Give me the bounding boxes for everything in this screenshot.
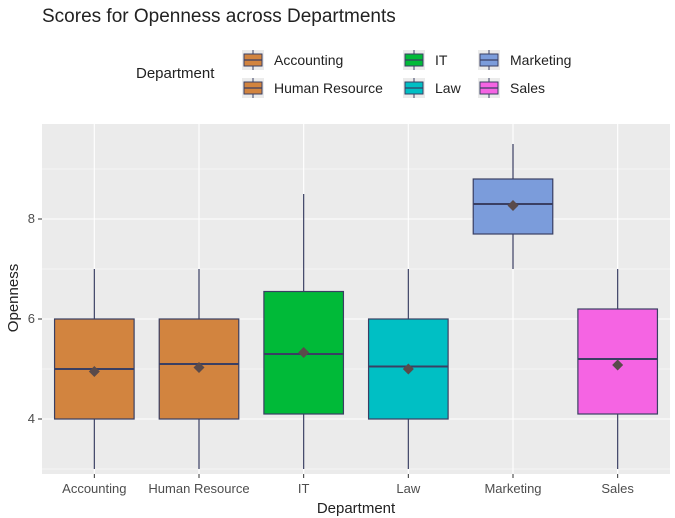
y-tick-label: 6 bbox=[28, 311, 35, 326]
legend-label: Human Resource bbox=[274, 80, 383, 96]
mean-marker bbox=[298, 347, 310, 358]
mean-marker bbox=[88, 366, 100, 377]
box-body bbox=[472, 178, 554, 235]
x-tick-label: IT bbox=[298, 481, 310, 496]
legend-label: Accounting bbox=[274, 52, 343, 68]
y-axis-title: Openness bbox=[5, 264, 22, 332]
box-sales bbox=[577, 269, 659, 469]
y-tick-label: 8 bbox=[28, 211, 35, 226]
legend-label: Marketing bbox=[510, 52, 571, 68]
legend-item-law: Law bbox=[403, 78, 462, 98]
x-tick-label: Law bbox=[396, 481, 420, 496]
legend-item-accounting: Accounting bbox=[242, 50, 343, 70]
x-tick-label: Marketing bbox=[484, 481, 541, 496]
box-accounting bbox=[53, 269, 135, 469]
chart-title: Scores for Openness across Departments bbox=[42, 6, 396, 27]
box-series bbox=[53, 144, 659, 469]
x-tick-label: Sales bbox=[601, 481, 634, 496]
legend-item-marketing: Marketing bbox=[478, 50, 571, 70]
legend-title: Department bbox=[136, 65, 215, 82]
mean-marker bbox=[402, 363, 414, 375]
box-human-resource bbox=[158, 269, 240, 469]
box-law bbox=[367, 269, 449, 469]
legend-item-sales: Sales bbox=[478, 78, 545, 98]
legend-label: Law bbox=[435, 80, 462, 96]
plot-panel bbox=[42, 124, 670, 474]
y-axis-ticks: 4 6 8 bbox=[28, 211, 42, 426]
legend-item-it: IT bbox=[403, 50, 448, 70]
x-tick-label: Accounting bbox=[62, 481, 126, 496]
x-axis-ticks: Accounting Human Resource IT Law Marketing Sa… bbox=[62, 474, 634, 496]
x-tick-label: Human Resource bbox=[148, 481, 249, 496]
x-axis-title: Department bbox=[317, 500, 396, 517]
legend-label: IT bbox=[435, 52, 448, 68]
box-it bbox=[263, 194, 345, 469]
legend-label: Sales bbox=[510, 80, 545, 96]
legend-item-human-resource: Human Resource bbox=[242, 78, 383, 98]
legend: Department Accounting Human Resource IT Law… bbox=[136, 50, 571, 98]
mean-marker bbox=[507, 200, 519, 211]
mean-marker bbox=[612, 359, 624, 371]
box-marketing bbox=[472, 144, 554, 269]
y-tick-label: 4 bbox=[28, 411, 35, 426]
mean-marker bbox=[193, 362, 205, 373]
